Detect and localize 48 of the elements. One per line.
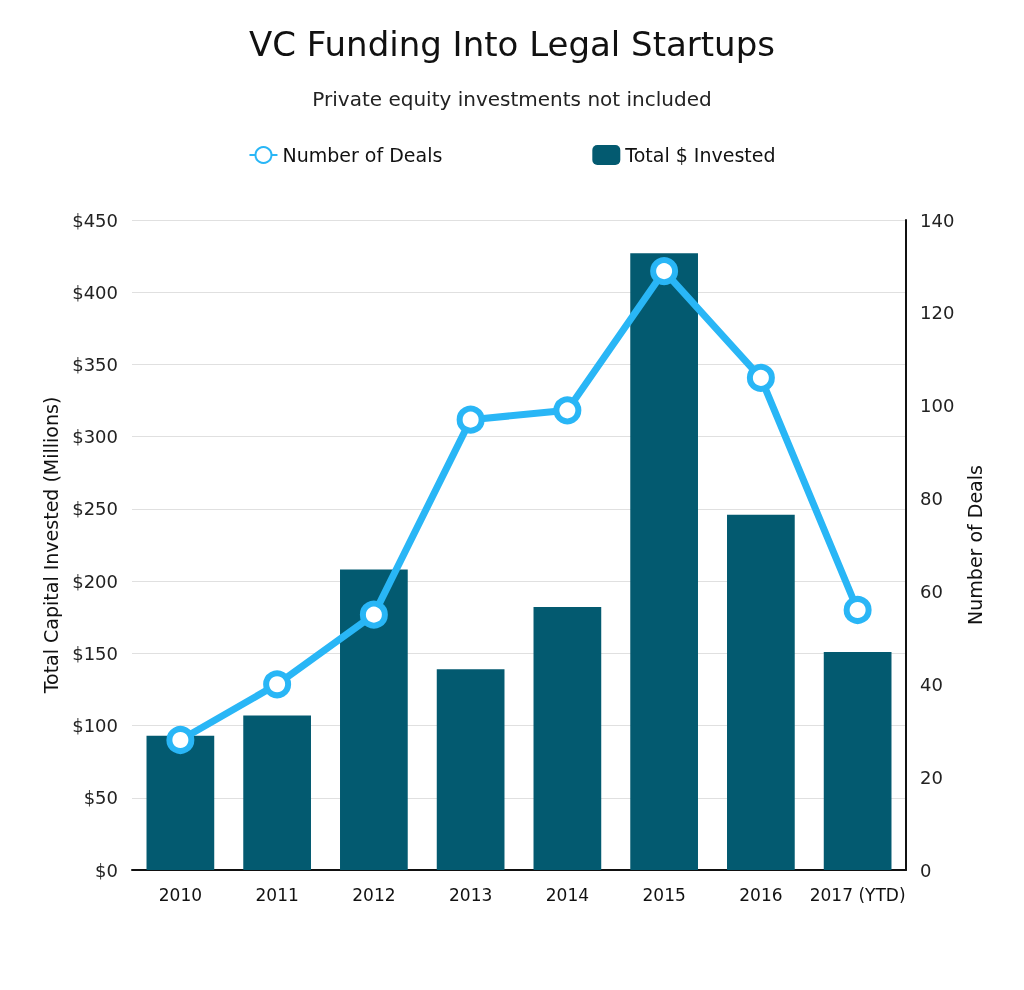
y2-axis-title: Number of Deals [963, 465, 986, 625]
legend-label: Number of Deals [282, 144, 443, 166]
bar [340, 569, 408, 870]
point [843, 596, 872, 624]
legend-label: Total $ Invested [624, 144, 776, 166]
y-axis-title: Total Capital Invested (Millions) [39, 396, 62, 695]
y-tick-label: $300 [72, 426, 118, 448]
x-tick-label: 2012 [352, 884, 396, 905]
point [166, 726, 195, 754]
y-tick-label: $250 [72, 498, 118, 520]
y-tick-label: $0 [95, 859, 118, 881]
point [263, 670, 292, 699]
point [746, 363, 775, 392]
y2-tick-label: 20 [920, 766, 943, 788]
y2-tick-label: 60 [920, 580, 943, 602]
x-tick-label: 2013 [448, 884, 493, 905]
chart-subtitle: Private equity investments not included [312, 87, 712, 111]
chart-title: VC Funding Into Legal Startups [249, 24, 775, 64]
y-tick-label: $400 [72, 281, 118, 303]
y-tick-label: $450 [72, 209, 118, 231]
point [650, 257, 679, 286]
bar [243, 715, 311, 870]
y-tick-label: $150 [72, 642, 118, 664]
y2-tick-label: 80 [920, 488, 943, 510]
x-tick-label: 2017 (YTD) [809, 884, 906, 905]
bar [436, 669, 505, 870]
bar [823, 651, 892, 870]
y-tick-label: $100 [72, 715, 118, 737]
x-tick-label: 2016 [739, 884, 783, 905]
point [553, 396, 582, 425]
bar [533, 607, 602, 870]
x-tick-label: 2010 [158, 884, 203, 905]
y-tick-label: $50 [83, 787, 118, 809]
bar [630, 253, 698, 870]
y2-tick-label: 0 [920, 859, 932, 881]
point [359, 600, 388, 629]
y-tick-label: $350 [72, 353, 118, 375]
bar [146, 735, 215, 870]
x-tick-label: 2014 [545, 884, 590, 905]
point [456, 405, 485, 434]
y2-tick-label: 100 [920, 395, 955, 417]
x-tick-label: 2015 [642, 884, 686, 905]
bar [727, 514, 795, 870]
y2-tick-label: 140 [920, 209, 955, 231]
y2-tick-label: 40 [920, 673, 943, 695]
y2-tick-label: 120 [920, 302, 955, 324]
x-tick-label: 2011 [255, 884, 299, 905]
y-tick-label: $200 [72, 570, 118, 592]
